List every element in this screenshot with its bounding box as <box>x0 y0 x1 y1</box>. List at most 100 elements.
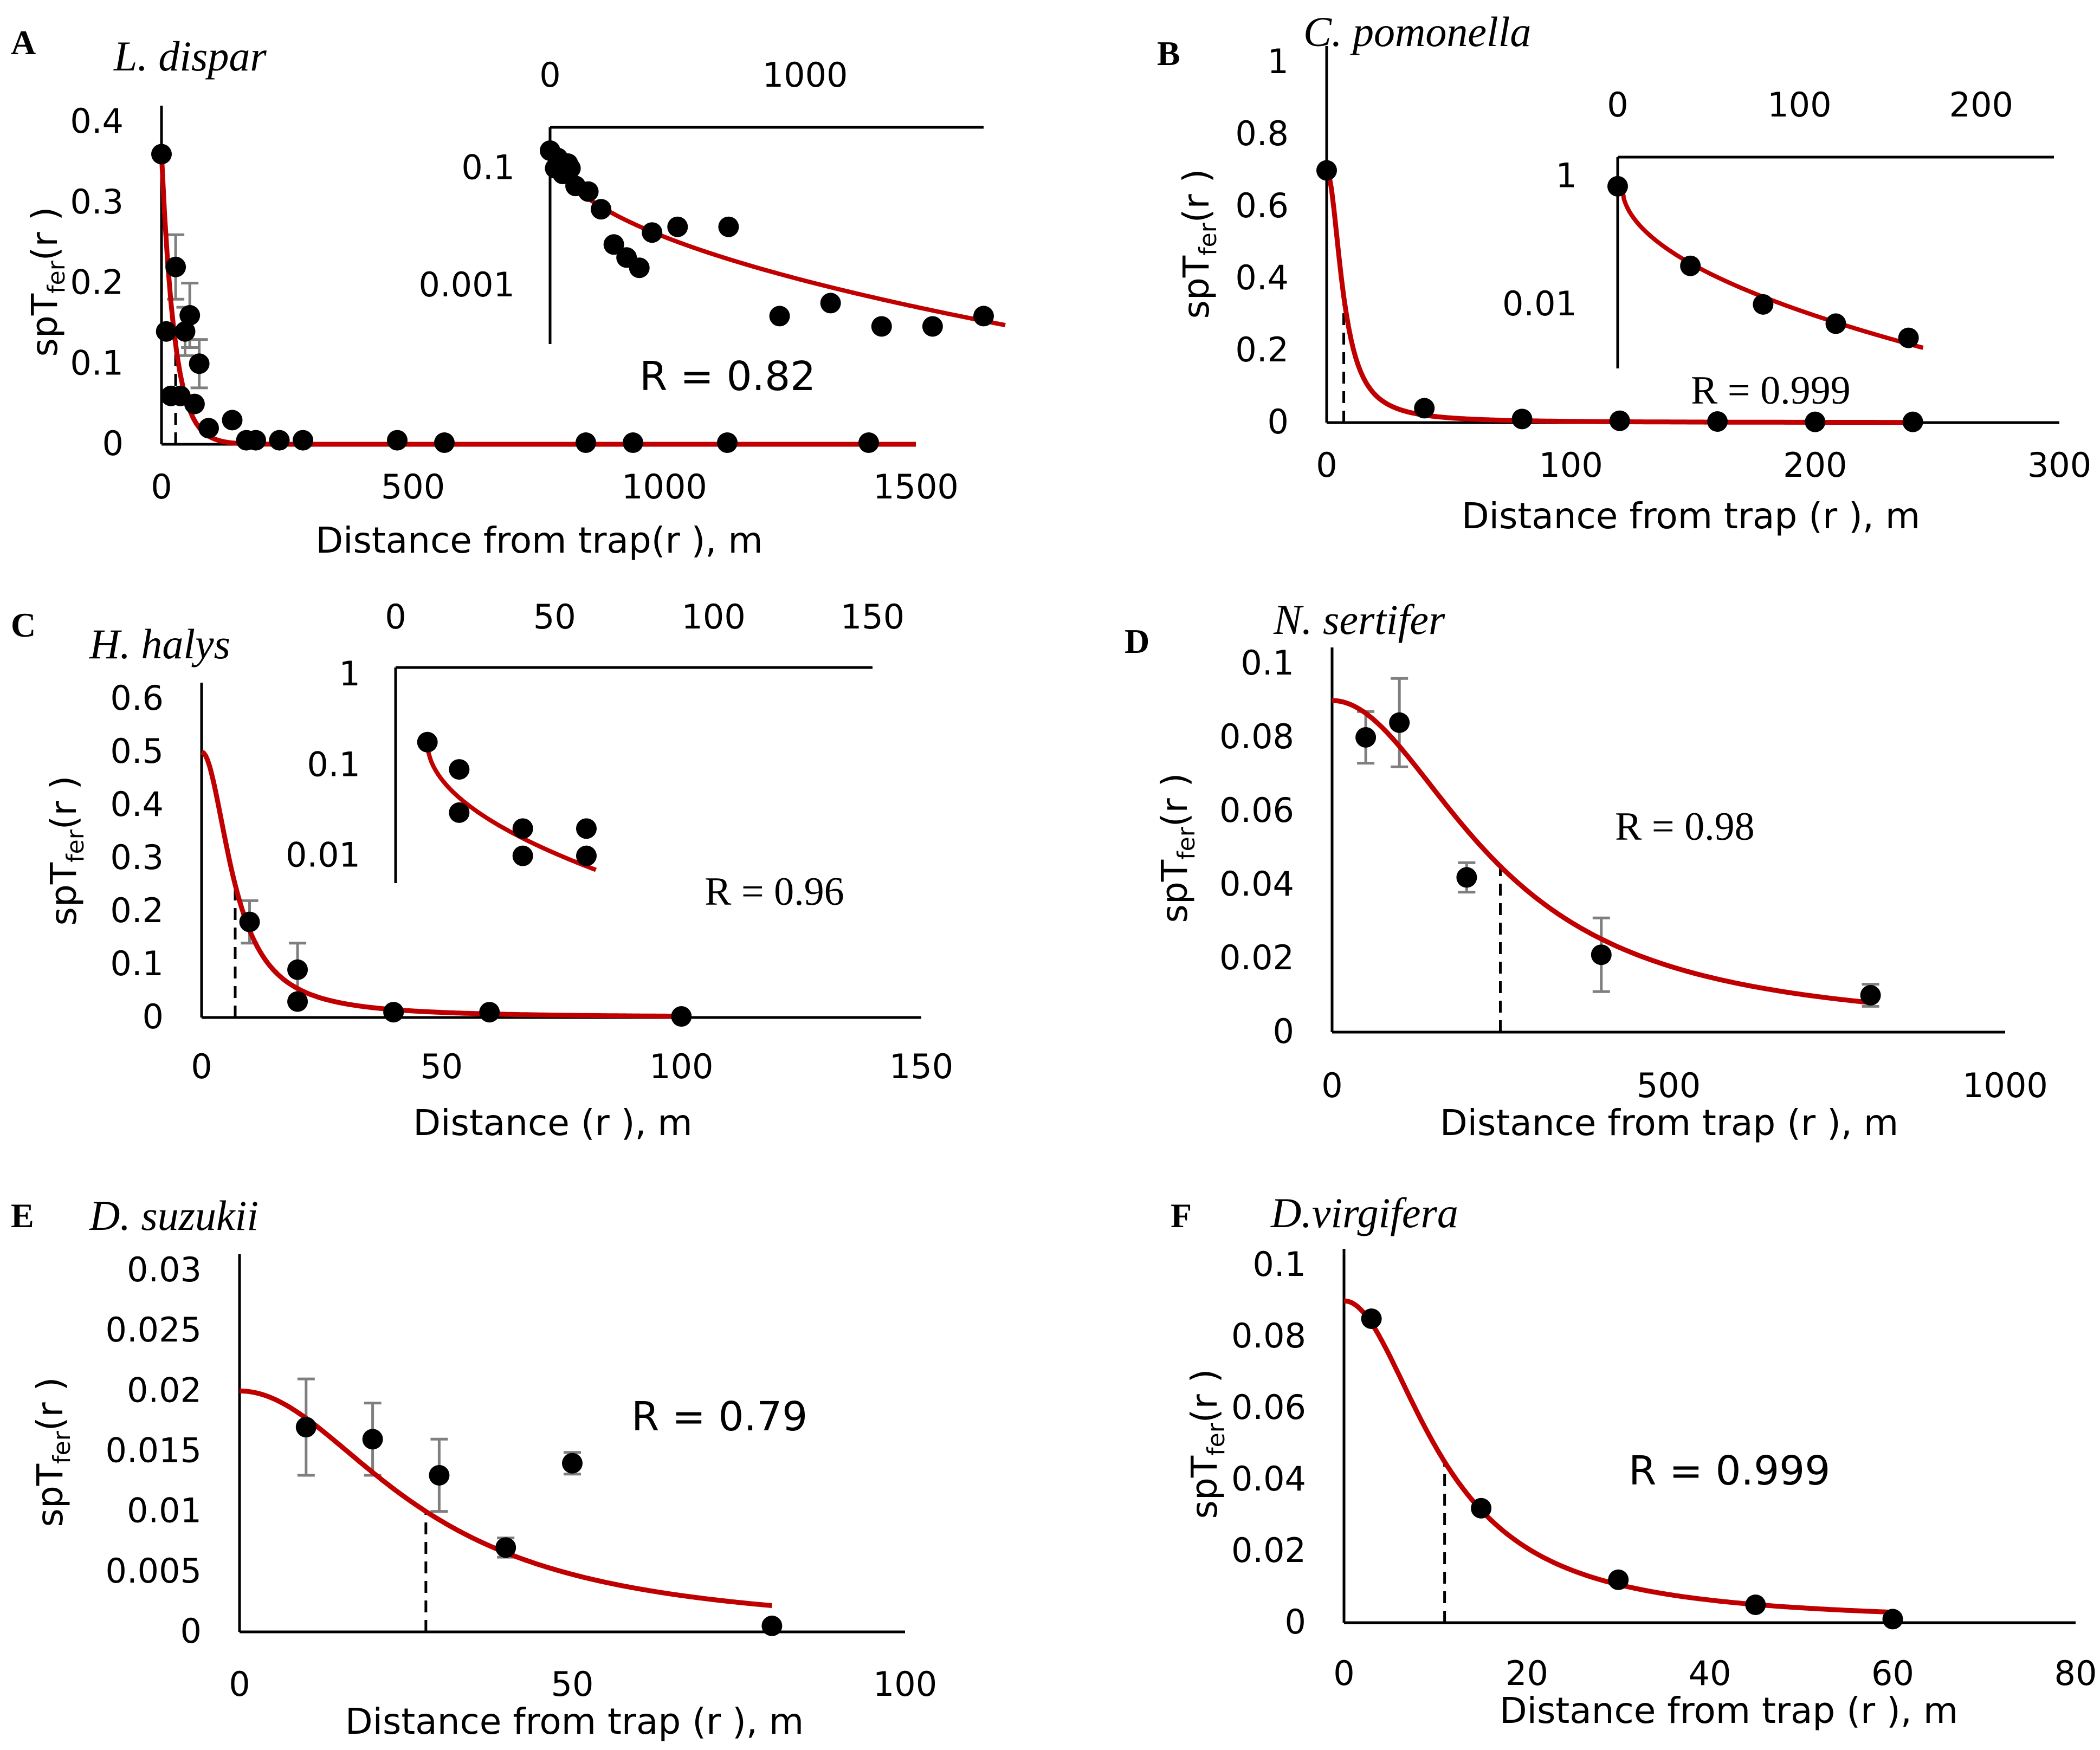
data-point <box>1389 712 1410 733</box>
y-axis-title-main: spT <box>1154 859 1196 923</box>
data-point <box>1591 944 1612 965</box>
y-tick-label: 0.5 <box>110 731 164 771</box>
data-point <box>362 1429 383 1450</box>
y-tick-label: 0.2 <box>70 263 124 302</box>
y-axis-title-main: spT <box>43 862 85 925</box>
y-axis-title-main: spT <box>1184 1455 1225 1519</box>
data-point <box>293 430 313 451</box>
fitted-curve <box>201 749 682 1019</box>
y-tick-label: 1 <box>1268 42 1289 81</box>
inset-x-tick-label: 200 <box>1949 85 2013 125</box>
y-axis-title-main: spT <box>29 1463 71 1527</box>
inset-x-tick-label: 0 <box>385 597 406 637</box>
inset-data-point <box>667 216 688 237</box>
y-axis-title-main: spT <box>1175 255 1217 319</box>
data-point <box>239 911 260 932</box>
x-axis-title: Distance from trap (r ), m <box>1462 495 1920 537</box>
y-axis-title-tail: (r ) <box>1154 773 1196 827</box>
inset-fitted-curve <box>425 742 597 872</box>
inset-data-point <box>591 199 612 220</box>
y-tick-label: 0.4 <box>110 785 164 824</box>
x-tick-label: 1000 <box>622 467 707 507</box>
data-point <box>429 1464 450 1486</box>
inset-data-point <box>576 845 597 866</box>
y-tick-label: 0.015 <box>106 1431 202 1470</box>
x-tick-label: 200 <box>1783 445 1847 485</box>
inset-x-tick-label: 0 <box>1607 85 1628 125</box>
x-tick-label: 150 <box>889 1047 953 1086</box>
data-point <box>175 321 196 342</box>
data-point <box>434 432 455 453</box>
species-name: C. pomonella <box>1303 8 1531 55</box>
data-point <box>151 144 172 165</box>
y-tick-label: 0.06 <box>1219 790 1294 830</box>
y-tick-label: 0 <box>102 424 124 463</box>
data-point <box>1608 1569 1629 1590</box>
y-tick-label: 0.3 <box>70 182 124 222</box>
inset-x-tick-label: 50 <box>533 597 576 637</box>
inset-data-point <box>769 306 790 327</box>
inset-data-point <box>449 802 470 823</box>
inset-fitted-curve <box>1620 186 1924 350</box>
inset-y-tick-label: 0.1 <box>307 744 360 784</box>
x-axis-title: Distance from trap (r ), m <box>1500 1690 1958 1732</box>
data-point <box>198 418 219 439</box>
inset-fitted-curve <box>552 150 1006 328</box>
y-axis-title-tail: (r ) <box>24 207 66 261</box>
y-axis-title: spTfer(r ) <box>1175 169 1222 319</box>
y-tick-label: 0.08 <box>1231 1316 1306 1356</box>
data-point <box>576 432 596 453</box>
panel-label: B <box>1157 34 1180 73</box>
inset-y-tick-label: 0.01 <box>1502 284 1577 323</box>
x-tick-label: 0 <box>191 1047 212 1086</box>
x-axis-title: Distance (r ), m <box>413 1102 692 1144</box>
data-point <box>1316 160 1337 181</box>
y-axis-title-sub: fer <box>1173 826 1200 860</box>
inset-plot: 0 1000 0.1 0.001 <box>419 55 1006 344</box>
y-axis-title-tail: (r ) <box>29 1377 71 1431</box>
data-point <box>184 393 205 414</box>
y-axis-title: spTfer(r ) <box>1154 773 1200 923</box>
panel-label: C <box>11 606 36 644</box>
x-tick-label: 1000 <box>1962 1066 2048 1105</box>
r-value-annotation: R = 0.82 <box>639 353 816 400</box>
y-tick-label: 0.03 <box>127 1250 202 1289</box>
inset-plot: 0 100 200 1 0.01 <box>1502 85 2054 368</box>
x-tick-label: 100 <box>649 1047 713 1086</box>
y-tick-label: 0.01 <box>127 1491 202 1531</box>
chart-panel-b: B C. pomonella 0 100 200 300 0 0.2 0.4 0.6 0.8 1 Dis… <box>1157 8 2091 537</box>
y-tick-label: 0.025 <box>106 1310 202 1350</box>
y-axis-title-tail: (r ) <box>43 776 85 830</box>
y-axis-title-tail: (r ) <box>1175 169 1217 223</box>
inset-data-point <box>642 222 663 243</box>
y-axis-title: spTfer(r ) <box>29 1377 76 1527</box>
data-point <box>1361 1308 1382 1329</box>
y-tick-label: 0.3 <box>110 838 164 877</box>
data-point <box>1902 411 1923 432</box>
y-tick-label: 0.4 <box>70 101 124 141</box>
inset-y-tick-label: 1 <box>339 654 360 693</box>
inset-data-point <box>922 316 943 337</box>
x-tick-label: 0 <box>229 1664 250 1704</box>
y-axis-title: spTfer(r ) <box>1184 1369 1230 1519</box>
inset-x-tick-label: 100 <box>681 597 745 637</box>
y-tick-label: 0.04 <box>1219 864 1294 904</box>
inset-data-point <box>512 845 533 866</box>
data-point <box>1355 727 1377 748</box>
data-point <box>245 430 266 451</box>
inset-data-point <box>871 316 892 337</box>
data-point <box>623 432 643 453</box>
data-point <box>1456 867 1477 888</box>
inset-data-point <box>973 306 994 327</box>
data-point <box>1745 1595 1766 1615</box>
species-name: L. dispar <box>113 33 267 80</box>
y-tick-label: 0.08 <box>1219 717 1294 756</box>
data-point <box>179 305 201 326</box>
inset-data-point <box>417 731 438 753</box>
inset-data-point <box>718 216 739 237</box>
r-value-annotation: R = 0.999 <box>1691 368 1851 413</box>
data-point <box>269 430 290 451</box>
inset-data-point <box>820 293 841 314</box>
panel-label: D <box>1125 622 1149 660</box>
x-tick-label: 300 <box>2027 445 2091 485</box>
